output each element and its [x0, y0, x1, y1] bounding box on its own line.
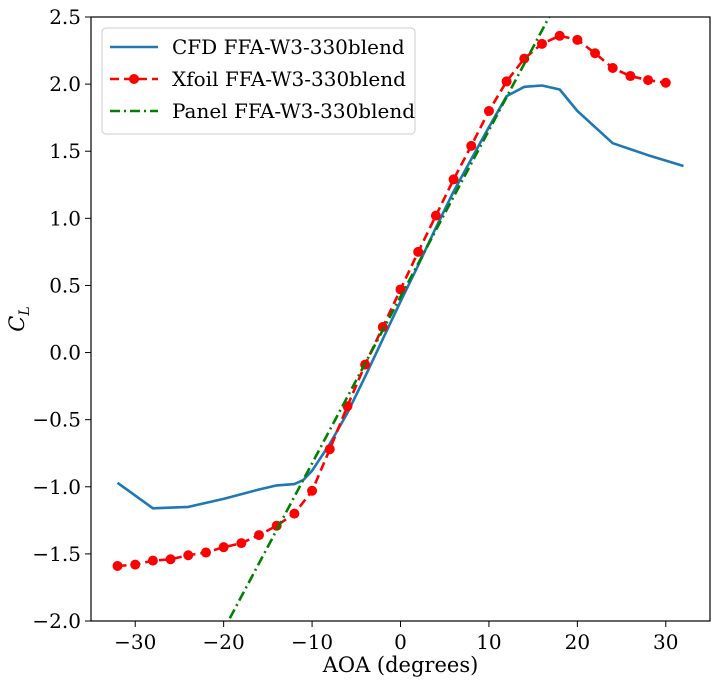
series-2-point: [254, 530, 265, 541]
series-2-point: [554, 30, 565, 41]
y-tick-label: −2.0: [32, 609, 81, 633]
series-2-point: [660, 77, 671, 88]
y-tick-label: 0.5: [49, 273, 81, 297]
y-tick-label: 2.0: [49, 72, 81, 96]
y-axis-label-main: C: [5, 316, 29, 332]
series-line-3: [228, 17, 551, 619]
x-tick-label: 30: [653, 630, 678, 654]
y-tick-label: 1.0: [49, 206, 81, 230]
x-tick-label: 10: [476, 630, 501, 654]
series-line-1: [116, 84, 684, 510]
y-axis-label: CL: [5, 306, 33, 331]
legend-label-1: CFD FFA-W3-330blend: [172, 35, 405, 59]
series-2-point: [147, 555, 158, 566]
series-2-point: [200, 547, 211, 558]
y-tick-label: 2.5: [49, 5, 81, 29]
series-2-point: [519, 53, 530, 64]
series-2-point: [413, 246, 424, 257]
y-tick-label: 0.0: [49, 341, 81, 365]
y-axis-label-subscript: L: [17, 306, 33, 316]
legend-label-3: Panel FFA-W3-330blend: [172, 99, 415, 123]
legend: CFD FFA-W3-330blend Xfoil FFA-W3-330blend…: [101, 27, 416, 135]
legend-label-2: Xfoil FFA-W3-330blend: [172, 67, 406, 91]
series-2-point: [448, 174, 459, 185]
y-tick-label: −1.0: [32, 475, 81, 499]
legend-box: [101, 27, 416, 135]
x-tick-label: 20: [565, 630, 590, 654]
y-tick-label: −0.5: [32, 408, 81, 432]
series-2-point: [643, 75, 654, 86]
y-axis: −2.0 −1.5 −1.0 −0.5 0.0 0.5 1.0 1.5 2.0 2.5: [32, 5, 91, 633]
series-2-point: [218, 542, 229, 553]
series-2-point: [483, 105, 494, 116]
y-tick-label: −1.5: [32, 542, 81, 566]
series-2-point: [607, 63, 618, 74]
legend-marker-2: [129, 74, 139, 84]
x-tick-label: −10: [291, 630, 333, 654]
series-2-point: [590, 48, 601, 59]
x-tick-label: 0: [394, 630, 407, 654]
series-2-point: [536, 38, 547, 49]
x-axis-label: AOA (degrees): [322, 653, 479, 677]
series-2-point: [165, 554, 176, 565]
series-2-point: [501, 76, 512, 87]
series-2-point: [466, 140, 477, 151]
series-2-point: [130, 559, 141, 570]
x-tick-label: −30: [114, 630, 156, 654]
series-layer: [112, 17, 684, 619]
y-tick-label: 1.5: [49, 139, 81, 163]
x-axis: −30 −20 −10 0 10 20 30: [114, 621, 679, 654]
series-2-point: [307, 485, 318, 496]
series-2-point: [625, 71, 636, 82]
x-tick-label: −20: [203, 630, 245, 654]
series-2-point: [572, 34, 583, 45]
series-2-point: [430, 210, 441, 221]
series-2-point: [183, 550, 194, 561]
series-2-point: [377, 322, 388, 333]
series-2-point: [112, 560, 123, 571]
series-2-point: [236, 538, 247, 549]
series-2-point: [289, 508, 300, 519]
series-2-point: [324, 444, 335, 455]
